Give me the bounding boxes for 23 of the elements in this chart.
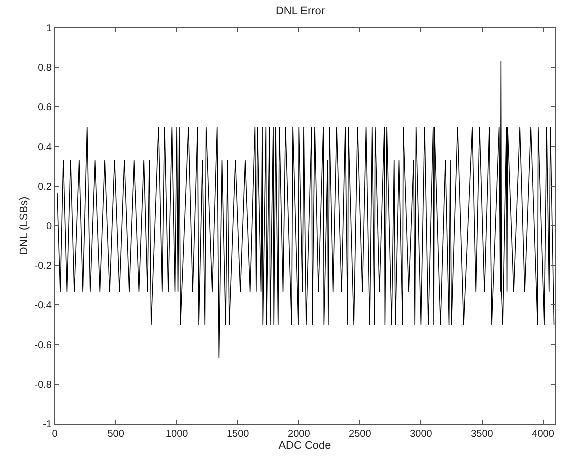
y-tick-label: 0.4 [38,142,52,154]
y-tick-label: -0.4 [34,300,52,312]
y-tick-label: 0.8 [38,63,52,74]
y-tick-label: 0 [46,222,52,232]
chart-title: DNL Error [276,6,326,18]
y-tick-label: 0.6 [38,102,52,114]
line-series [57,60,555,358]
x-tick-label: 3500 [471,429,494,440]
y-tick-label: -0.8 [34,380,52,391]
y-tick-label: 1 [46,24,52,34]
y-axis-title: DNL (LSBs) [18,196,30,256]
x-tick-label: 2000 [288,429,311,440]
y-tick-label: -1 [43,420,52,430]
x-axis-title: ADC Code [278,440,332,452]
x-tick-label: 1500 [226,429,250,440]
y-tick-label: -0.6 [34,340,52,352]
x-tick-label: 1000 [166,429,189,440]
x-tick-label: 3000 [410,429,433,440]
y-tick-label: 0.2 [38,182,52,193]
x-tick-label: 4000 [532,429,555,440]
y-tick-label: -0.2 [34,261,52,272]
x-tick-label: 2500 [349,429,372,440]
x-tick-label: 500 [108,429,125,440]
